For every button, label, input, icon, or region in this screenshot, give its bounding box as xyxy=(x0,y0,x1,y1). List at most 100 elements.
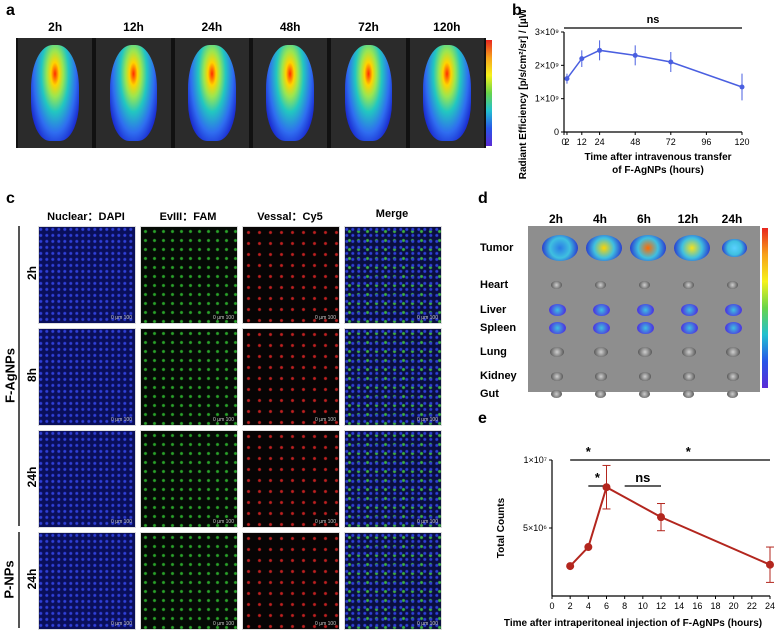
panel-d-organ-signal xyxy=(595,281,607,289)
panel-d-colorbar xyxy=(762,228,768,388)
panel-c-micrograph: 0 μm 100 xyxy=(140,328,238,426)
panel-c-micrograph: 0 μm 100 xyxy=(38,430,136,528)
panel-b-x-tick-label: 2 xyxy=(564,137,569,147)
panel-b-x-tick-label: 72 xyxy=(666,137,676,147)
panel-d-organ-signal xyxy=(725,304,742,316)
panel-c-row-label: 2h xyxy=(25,266,39,281)
panel-d-organ-signal xyxy=(722,239,748,257)
panel-e-x-tick-label: 20 xyxy=(729,601,739,611)
panel-d-organ-signal xyxy=(595,390,607,398)
panel-b-x-tick-label: 24 xyxy=(595,137,605,147)
mouse-body-signal xyxy=(266,44,314,142)
panel-b-x-axis-label-line2: of F-AgNPs (hours) xyxy=(612,165,704,176)
panel-d-organ-signal xyxy=(637,304,654,316)
scale-bar-label: 0 μm 100 xyxy=(213,621,234,627)
scale-bar-label: 0 μm 100 xyxy=(315,315,336,321)
panel-c-column-header: EvIII：FAM xyxy=(159,211,217,223)
panel-c-micrograph: 0 μm 100 xyxy=(140,532,238,630)
panel-e-x-tick-label: 18 xyxy=(710,601,720,611)
panel-b-data-point xyxy=(739,84,745,90)
panel-d-organ-signal xyxy=(542,235,579,261)
panel-e-x-tick-label: 8 xyxy=(622,601,627,611)
panel-d-time-label: 24h xyxy=(721,212,743,226)
panel-d-organ-signal xyxy=(726,347,740,357)
panel-b-data-point xyxy=(564,76,570,82)
panel-b-x-tick-label: 48 xyxy=(630,137,640,147)
group-bracket-f-agnps xyxy=(18,226,20,526)
panel-d-time-label: 6h xyxy=(636,212,651,226)
panel-d-organ-signal xyxy=(681,322,698,334)
scale-bar-label: 0 μm 100 xyxy=(315,519,336,525)
panel-b-x-axis-label-line1: Time after intravenous transfer xyxy=(584,152,731,163)
panel-d-organ-signal xyxy=(630,235,667,261)
panel-e-annotation: * xyxy=(595,470,601,485)
panel-e-data-point xyxy=(766,560,774,569)
panel-a-time-label: 72h xyxy=(358,20,379,34)
panel-d-organ-signal xyxy=(593,322,610,334)
panel-e-y-tick-label: 5×10⁶ xyxy=(523,523,547,533)
panel-c-row-label: 24h xyxy=(25,568,39,590)
panel-c-micrograph: 0 μm 100 xyxy=(38,532,136,630)
panel-d-letter: d xyxy=(478,190,488,207)
group-label-p-nps: P-NPs xyxy=(1,560,17,599)
panel-d-time-label: 12h xyxy=(677,212,699,226)
panel-c-micrograph: 0 μm 100 xyxy=(140,226,238,324)
panel-c-micrograph: 0 μm 100 xyxy=(242,328,340,426)
panel-d-organ-label: Liver xyxy=(480,304,507,316)
panel-e-x-tick-label: 10 xyxy=(638,601,648,611)
panel-a-mouse-image xyxy=(18,38,93,148)
panel-d-time-label: 2h xyxy=(548,212,563,226)
panel-b-chart: 02 12 24 48 72 96 120 0 1×10⁹ 2×10⁹ 3×10⁹ ns Radiant… xyxy=(518,10,750,179)
panel-b-y-tick-label: 2×10⁹ xyxy=(535,60,559,70)
panel-a-time-label: 2h xyxy=(48,20,63,34)
panel-d-organ-signal xyxy=(638,371,652,381)
panel-b-x-tick-label: 120 xyxy=(734,137,749,147)
panel-d-organ-label: Spleen xyxy=(480,322,517,334)
panel-b-series-line xyxy=(566,49,743,88)
scale-bar-label: 0 μm 100 xyxy=(417,417,438,423)
panel-d-organ-signal xyxy=(549,304,566,316)
panel-e-letter: e xyxy=(478,410,487,427)
panel-a-time-label: 48h xyxy=(279,20,301,34)
panel-c-micrograph: 0 μm 100 xyxy=(344,226,442,324)
panel-d-organ-signal xyxy=(637,322,654,334)
panel-c-micrograph: 0 μm 100 xyxy=(38,328,136,426)
panel-a-mouse-image xyxy=(174,38,249,148)
scale-bar-label: 0 μm 100 xyxy=(315,417,336,423)
panel-a-imaging-strip xyxy=(16,38,486,148)
panel-b-data-point xyxy=(597,47,603,53)
panel-d-organ-label: Heart xyxy=(480,279,509,291)
panel-b-x-tick-label: 0 xyxy=(561,137,566,147)
panel-d-organ-signal xyxy=(551,281,563,289)
panel-e-x-tick-label: 22 xyxy=(747,601,757,611)
panel-e-data-point xyxy=(602,483,611,492)
panel-d-organ-label: Lung xyxy=(480,346,507,358)
panel-c-column-header: Vessal：Cy5 xyxy=(257,211,323,223)
panel-d-organ-signal xyxy=(638,347,652,357)
panel-d-organ-signal xyxy=(586,235,623,261)
panel-b-x-tick-label: 12 xyxy=(577,137,587,147)
scale-bar-label: 0 μm 100 xyxy=(111,315,132,321)
panel-c-column-header: Nuclear：DAPI xyxy=(47,211,125,223)
panel-c-column-header: Merge xyxy=(375,208,409,220)
scale-bar-label: 0 μm 100 xyxy=(111,621,132,627)
panel-d-organ-signal xyxy=(550,371,564,381)
panel-b-x-tick-label: 96 xyxy=(701,137,711,147)
panel-e-x-axis-label: Time after intraperitoneal injection of … xyxy=(504,618,762,629)
scale-bar-label: 0 μm 100 xyxy=(111,417,132,423)
panel-c-micrograph: 0 μm 100 xyxy=(242,430,340,528)
panel-a-mouse-image xyxy=(331,38,406,148)
panel-d-organ-signal xyxy=(682,371,696,381)
panel-b-annotation: ns xyxy=(647,14,660,26)
panel-e-x-tick-label: 0 xyxy=(549,601,554,611)
panel-e-data-point xyxy=(657,513,665,522)
panel-d-organ-signal xyxy=(674,235,711,261)
panel-c-micrograph: 0 μm 100 xyxy=(344,532,442,630)
scale-bar-label: 0 μm 100 xyxy=(213,519,234,525)
panel-b-data-point xyxy=(668,59,674,65)
panel-b-y-tick-label: 1×10⁹ xyxy=(535,94,559,104)
panel-e-x-tick-label: 6 xyxy=(604,601,609,611)
panel-d-organ-signal xyxy=(593,304,610,316)
panel-e-data-point xyxy=(566,562,575,571)
